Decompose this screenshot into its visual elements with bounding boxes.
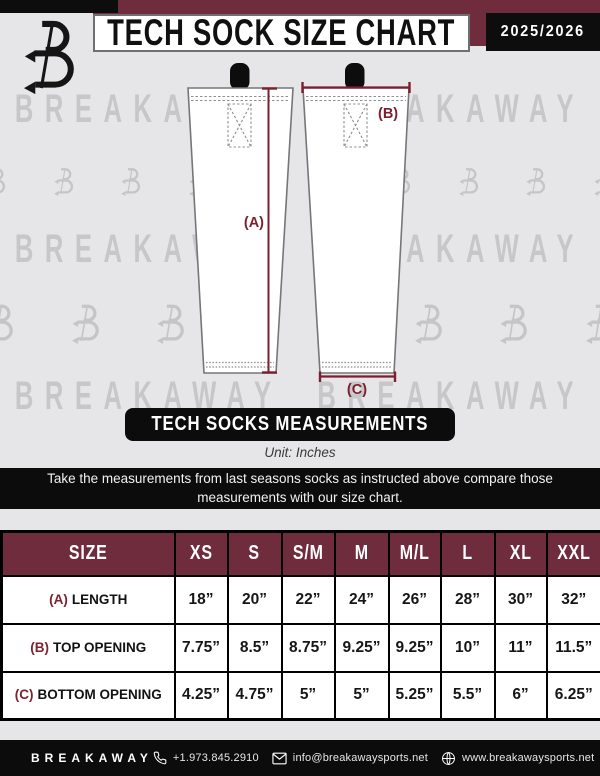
title-box: TECH SOCK SIZE CHART: [93, 12, 470, 53]
size-table: SIZE XS S S/M M M/L L XL XXL (A) LENGTH 1…: [0, 530, 600, 721]
measure-label-b: (B): [378, 106, 398, 122]
footer-bar: BREAKAWAY +1.973.845.2910 info@breakaway…: [0, 740, 600, 776]
measure-line-c: [318, 371, 397, 382]
cell-value: 11”: [493, 622, 548, 673]
measure-label-a: (A): [244, 215, 264, 231]
footer-email-text: info@breakawaysports.net: [292, 752, 428, 764]
cell-value: 5”: [280, 670, 336, 721]
table-row-length: (A) LENGTH 18” 20” 22” 24” 26” 28” 30” 32…: [0, 574, 600, 625]
cell-value: 8.5”: [226, 622, 283, 673]
cell-value: 9.25”: [387, 622, 442, 673]
page-title: TECH SOCK SIZE CHART: [107, 12, 456, 53]
table-header-row: SIZE XS S S/M M M/L L XL XXL: [0, 530, 600, 577]
velcro-patch: [227, 103, 252, 148]
cell-value: 10”: [439, 622, 496, 673]
cell-value: 6.25”: [545, 670, 600, 721]
phone-icon: [153, 751, 167, 765]
cell-value: 4.25”: [173, 670, 229, 721]
sock-front-diagram: [187, 63, 294, 374]
measure-line-b: [301, 82, 411, 93]
cell-value: 24”: [333, 574, 390, 625]
cell-value: 30”: [493, 574, 548, 625]
measurements-banner-label: TECH SOCKS MEASUREMENTS: [151, 413, 429, 435]
sock-tab: [230, 63, 250, 90]
table-row-top-opening: (B) TOP OPENING 7.75” 8.5” 8.75” 9.25” 9.…: [0, 622, 600, 673]
season-badge: 2025/2026: [486, 13, 600, 51]
col-header-xs: XS: [173, 530, 229, 577]
col-header-l: L: [439, 530, 496, 577]
globe-icon: [442, 751, 455, 765]
sock-back-diagram: [302, 63, 410, 374]
velcro-patch: [343, 103, 368, 148]
cell-value: 18”: [173, 574, 229, 625]
cell-value: 5”: [333, 670, 390, 721]
cell-value: 8.75”: [280, 622, 336, 673]
col-header-size: SIZE: [0, 530, 176, 577]
footer-website-link[interactable]: www.breakawaysports.net: [441, 751, 594, 766]
col-header-xxl: XXL: [545, 530, 600, 577]
header-black-corner: [0, 0, 118, 13]
col-header-m: M: [333, 530, 390, 577]
cell-value: 22”: [280, 574, 336, 625]
instruction-bar: Take the measurements from last seasons …: [0, 468, 600, 509]
row-label: (B) TOP OPENING: [30, 639, 147, 655]
cell-value: 26”: [387, 574, 442, 625]
footer-phone-link[interactable]: +1.973.845.2910: [153, 751, 259, 765]
cell-value: 32”: [545, 574, 600, 625]
cell-value: 4.75”: [226, 670, 283, 721]
cell-value: 28”: [439, 574, 496, 625]
cell-value: 20”: [226, 574, 283, 625]
brand-name: BREAKAWAY: [31, 751, 153, 765]
envelope-icon: [272, 752, 287, 764]
footer-phone-text: +1.973.845.2910: [172, 752, 259, 764]
col-header-s: S: [226, 530, 283, 577]
sock-tab: [345, 63, 365, 90]
instruction-text: Take the measurements from last seasons …: [47, 471, 553, 505]
measure-label-c: (C): [347, 382, 367, 398]
row-label: (A) LENGTH: [49, 591, 128, 607]
measure-line-a: [262, 87, 277, 374]
cell-value: 11.5”: [545, 622, 600, 673]
row-label: (C) BOTTOM OPENING: [14, 687, 162, 703]
unit-label: Unit: Inches: [264, 445, 336, 460]
cell-value: 7.75”: [173, 622, 229, 673]
cell-value: 6”: [493, 670, 548, 721]
cell-value: 5.25”: [387, 670, 442, 721]
sock-measurement-diagram: (A) (B) (C): [187, 63, 411, 398]
cell-value: 9.25”: [333, 622, 390, 673]
table-row-bottom-opening: (C) BOTTOM OPENING 4.25” 4.75” 5” 5” 5.25…: [0, 670, 600, 721]
col-header-ml: M/L: [387, 530, 442, 577]
footer-website-text: www.breakawaysports.net: [462, 752, 595, 764]
cell-value: 5.5”: [439, 670, 496, 721]
season-label: 2025/2026: [500, 23, 586, 40]
col-header-sm: S/M: [280, 530, 336, 577]
col-header-xl: XL: [493, 530, 548, 577]
measurements-banner: TECH SOCKS MEASUREMENTS: [125, 408, 455, 441]
footer-email-link[interactable]: info@breakawaysports.net: [272, 752, 428, 765]
